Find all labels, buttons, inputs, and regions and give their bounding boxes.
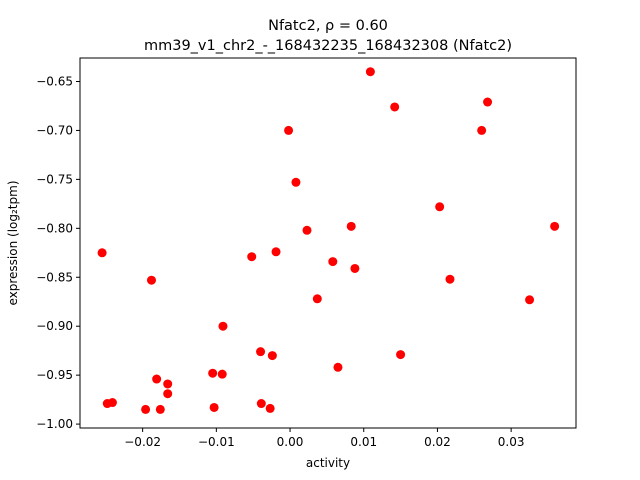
data-point <box>396 350 406 360</box>
x-tick-label: 0.01 <box>350 435 377 449</box>
data-point <box>271 247 281 257</box>
data-point <box>163 379 173 389</box>
data-point <box>141 404 151 414</box>
data-point <box>291 177 301 187</box>
data-point <box>163 389 173 399</box>
x-tick-label: 0.03 <box>498 435 525 449</box>
data-point <box>265 403 275 413</box>
data-point <box>346 221 356 231</box>
data-point <box>350 263 360 273</box>
data-point <box>302 225 312 235</box>
y-tick-label: −0.70 <box>36 123 73 137</box>
data-point <box>155 404 165 414</box>
data-point <box>217 369 227 379</box>
y-axis-ticks: −1.00 −0.95 −0.90 −0.85 −0.80 −0.75 −0.70 −0.65 <box>36 74 80 431</box>
x-tick-label: 0.02 <box>424 435 451 449</box>
y-tick-label: −0.75 <box>36 172 73 186</box>
y-tick-label: −0.65 <box>36 74 73 88</box>
data-point <box>483 97 493 107</box>
data-point <box>107 398 117 408</box>
y-tick-label: −0.95 <box>36 368 73 382</box>
data-point <box>435 202 445 212</box>
y-axis-label: expression (log₂tpm) <box>6 180 20 305</box>
data-point <box>256 399 266 409</box>
data-point <box>209 402 219 412</box>
y-tick-label: −1.00 <box>36 417 73 431</box>
data-point <box>218 321 228 331</box>
x-tick-label: 0.00 <box>277 435 304 449</box>
data-point <box>445 274 455 284</box>
data-point <box>525 295 535 305</box>
data-point <box>390 102 400 112</box>
chart-title-line1: Nfatc2, ρ = 0.60 <box>268 18 388 34</box>
x-tick-label: −0.01 <box>198 435 235 449</box>
data-point <box>247 252 257 262</box>
data-point <box>284 125 294 135</box>
x-axis-label: activity <box>306 456 350 470</box>
data-point <box>267 351 277 361</box>
data-point <box>208 368 218 378</box>
data-point <box>328 257 338 267</box>
data-point <box>333 362 343 372</box>
y-tick-label: −0.85 <box>36 270 73 284</box>
x-axis-ticks: −0.02 −0.01 0.00 0.01 0.02 0.03 <box>124 428 525 449</box>
data-point <box>312 294 322 304</box>
data-point <box>477 125 487 135</box>
data-point <box>97 248 107 258</box>
data-point <box>146 275 156 285</box>
data-point <box>365 67 375 77</box>
data-point <box>256 347 266 357</box>
chart-title-line2: mm39_v1_chr2_-_168432235_168432308 (Nfat… <box>144 38 512 54</box>
y-tick-label: −0.80 <box>36 221 73 235</box>
points-layer <box>97 67 560 414</box>
data-point <box>550 221 560 231</box>
y-tick-label: −0.90 <box>36 319 73 333</box>
x-tick-label: −0.02 <box>124 435 161 449</box>
plot-frame <box>79 57 577 429</box>
data-point <box>152 374 162 384</box>
